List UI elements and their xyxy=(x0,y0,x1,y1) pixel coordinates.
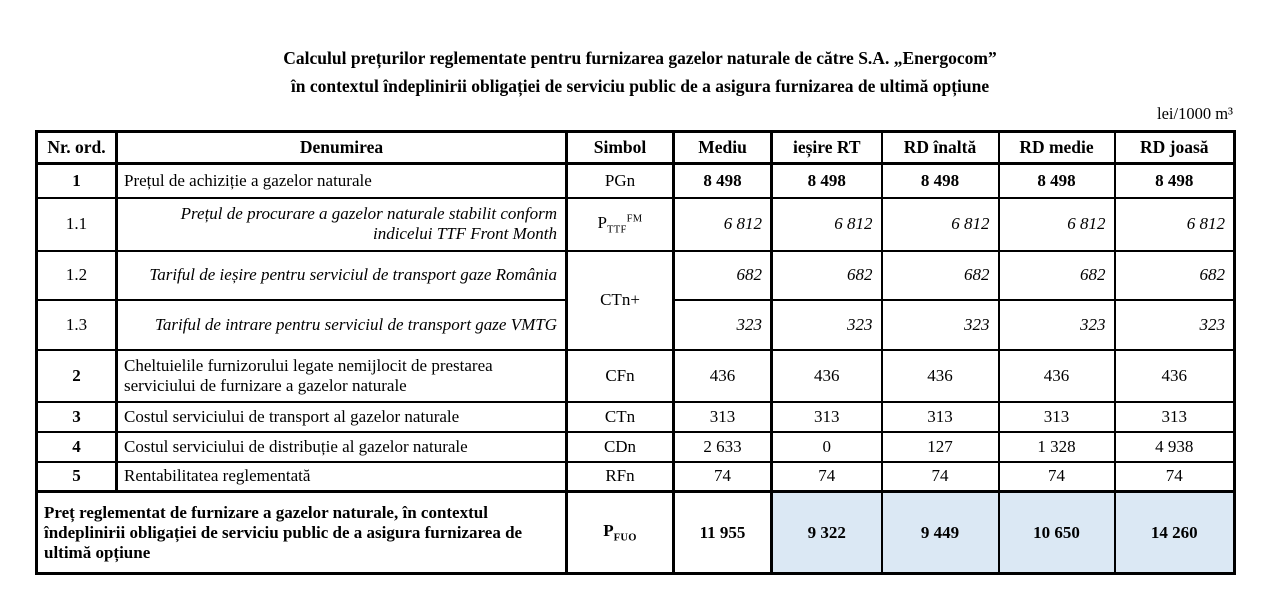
header-nr-ord: Nr. ord. xyxy=(35,130,118,165)
value-rd-inalta: 6 812 xyxy=(880,196,1000,252)
table-row-1: 1 Prețul de achiziție a gazelor naturale… xyxy=(35,162,1236,199)
value-iesire-rt: 0 xyxy=(770,430,883,463)
value-mediu: 74 xyxy=(672,460,773,493)
total-row: Preț reglementat de furnizare a gazelor … xyxy=(35,490,1236,575)
value-rd-medie: 313 xyxy=(997,400,1116,433)
value-rd-medie: 436 xyxy=(997,348,1116,403)
row-symbol: CTn xyxy=(565,400,675,433)
value-rd-inalta: 8 498 xyxy=(880,162,1000,199)
value-rd-joasa: 436 xyxy=(1113,348,1236,403)
value-rd-medie: 323 xyxy=(997,298,1116,351)
table-row-5: 5 Rentabilitatea reglementată RFn 74 74 … xyxy=(35,460,1236,493)
unit-label: lei/1000 m³ xyxy=(1157,104,1233,123)
total-row-symbol: PFUO xyxy=(565,490,675,575)
value-rd-inalta: 313 xyxy=(880,400,1000,433)
document-title: Calculul prețurilor reglementate pentru … xyxy=(0,0,1280,100)
total-value-mediu: 11 955 xyxy=(672,490,773,575)
row-num: 4 xyxy=(35,430,118,463)
row-symbol: PGn xyxy=(565,162,675,199)
row-name: Prețul de procurare a gazelor naturale s… xyxy=(115,196,568,252)
table-row-2: 2 Cheltuielile furnizorului legate nemij… xyxy=(35,348,1236,403)
value-rd-medie: 6 812 xyxy=(997,196,1116,252)
row-num: 3 xyxy=(35,400,118,433)
value-iesire-rt: 8 498 xyxy=(770,162,883,199)
total-value-rd-joasa: 14 260 xyxy=(1113,490,1236,575)
header-rd-inalta: RD înaltă xyxy=(880,130,1000,165)
header-row: Nr. ord. Denumirea Simbol Mediu ieșire R… xyxy=(35,130,1236,165)
value-rd-medie: 1 328 xyxy=(997,430,1116,463)
row-name: Costul serviciului de transport al gazel… xyxy=(115,400,568,433)
value-rd-inalta: 436 xyxy=(880,348,1000,403)
row-num: 2 xyxy=(35,348,118,403)
document-title-line2: în contextul îndeplinirii obligației de … xyxy=(290,76,990,96)
value-rd-joasa: 8 498 xyxy=(1113,162,1236,199)
table-row-1-1: 1.1 Prețul de procurare a gazelor natura… xyxy=(35,196,1236,252)
value-mediu: 2 633 xyxy=(672,430,773,463)
row-num: 1.1 xyxy=(35,196,118,252)
value-rd-medie: 682 xyxy=(997,249,1116,301)
row-symbol: PTTFFM xyxy=(565,196,675,252)
value-mediu: 8 498 xyxy=(672,162,773,199)
value-rd-inalta: 323 xyxy=(880,298,1000,351)
header-rd-medie: RD medie xyxy=(997,130,1116,165)
value-rd-medie: 74 xyxy=(997,460,1116,493)
row-num: 1.3 xyxy=(35,298,118,351)
row-symbol: CFn xyxy=(565,348,675,403)
value-mediu: 682 xyxy=(672,249,773,301)
value-rd-joasa: 313 xyxy=(1113,400,1236,433)
table-row-1-3: 1.3 Tariful de intrare pentru serviciul … xyxy=(35,298,1236,351)
value-mediu: 436 xyxy=(672,348,773,403)
symbol-subscript: FUO xyxy=(613,532,637,544)
value-rd-inalta: 682 xyxy=(880,249,1000,301)
value-iesire-rt: 436 xyxy=(770,348,883,403)
price-table-container: Nr. ord. Denumirea Simbol Mediu ieșire R… xyxy=(35,130,1236,575)
header-mediu: Mediu xyxy=(672,130,773,165)
table-row-1-2: 1.2 Tariful de ieșire pentru serviciul d… xyxy=(35,249,1236,351)
value-rd-inalta: 74 xyxy=(880,460,1000,493)
value-mediu: 6 812 xyxy=(672,196,773,252)
table-row-3: 3 Costul serviciului de transport al gaz… xyxy=(35,400,1236,433)
value-iesire-rt: 74 xyxy=(770,460,883,493)
value-rd-medie: 8 498 xyxy=(997,162,1116,199)
total-value-iesire-rt: 9 322 xyxy=(770,490,883,575)
value-iesire-rt: 323 xyxy=(770,298,883,351)
value-iesire-rt: 313 xyxy=(770,400,883,433)
value-rd-joasa: 682 xyxy=(1113,249,1236,301)
row-symbol: CDn xyxy=(565,430,675,463)
row-num: 5 xyxy=(35,460,118,493)
value-rd-joasa: 323 xyxy=(1113,298,1236,351)
row-name: Cheltuielile furnizorului legate nemijlo… xyxy=(115,348,568,403)
document-title-line1: Calculul prețurilor reglementate pentru … xyxy=(283,48,997,68)
value-mediu: 313 xyxy=(672,400,773,433)
value-rd-inalta: 127 xyxy=(880,430,1000,463)
row-name: Rentabilitatea reglementată xyxy=(115,460,568,493)
header-iesire-rt: ieșire RT xyxy=(770,130,883,165)
row-symbol-ctn-plus: CTn+ xyxy=(565,249,675,351)
value-rd-joasa: 4 938 xyxy=(1113,430,1236,463)
value-iesire-rt: 6 812 xyxy=(770,196,883,252)
header-rd-joasa: RD joasă xyxy=(1113,130,1236,165)
row-symbol: RFn xyxy=(565,460,675,493)
row-name: Costul serviciului de distribuție al gaz… xyxy=(115,430,568,463)
row-name: Tariful de ieșire pentru serviciul de tr… xyxy=(115,249,568,301)
symbol-superscript: FM xyxy=(626,213,643,225)
value-rd-joasa: 74 xyxy=(1113,460,1236,493)
value-rd-joasa: 6 812 xyxy=(1113,196,1236,252)
symbol-subscript: TTF xyxy=(607,224,627,236)
row-name: Tariful de intrare pentru serviciul de t… xyxy=(115,298,568,351)
value-mediu: 323 xyxy=(672,298,773,351)
row-num: 1 xyxy=(35,162,118,199)
row-name: Prețul de achiziție a gazelor naturale xyxy=(115,162,568,199)
total-row-name: Preț reglementat de furnizare a gazelor … xyxy=(35,490,568,575)
price-table: Nr. ord. Denumirea Simbol Mediu ieșire R… xyxy=(35,130,1236,575)
row-num: 1.2 xyxy=(35,249,118,301)
table-row-4: 4 Costul serviciului de distribuție al g… xyxy=(35,430,1236,463)
value-iesire-rt: 682 xyxy=(770,249,883,301)
total-value-rd-medie: 10 650 xyxy=(997,490,1116,575)
total-value-rd-inalta: 9 449 xyxy=(880,490,1000,575)
header-denumirea: Denumirea xyxy=(115,130,568,165)
header-simbol: Simbol xyxy=(565,130,675,165)
